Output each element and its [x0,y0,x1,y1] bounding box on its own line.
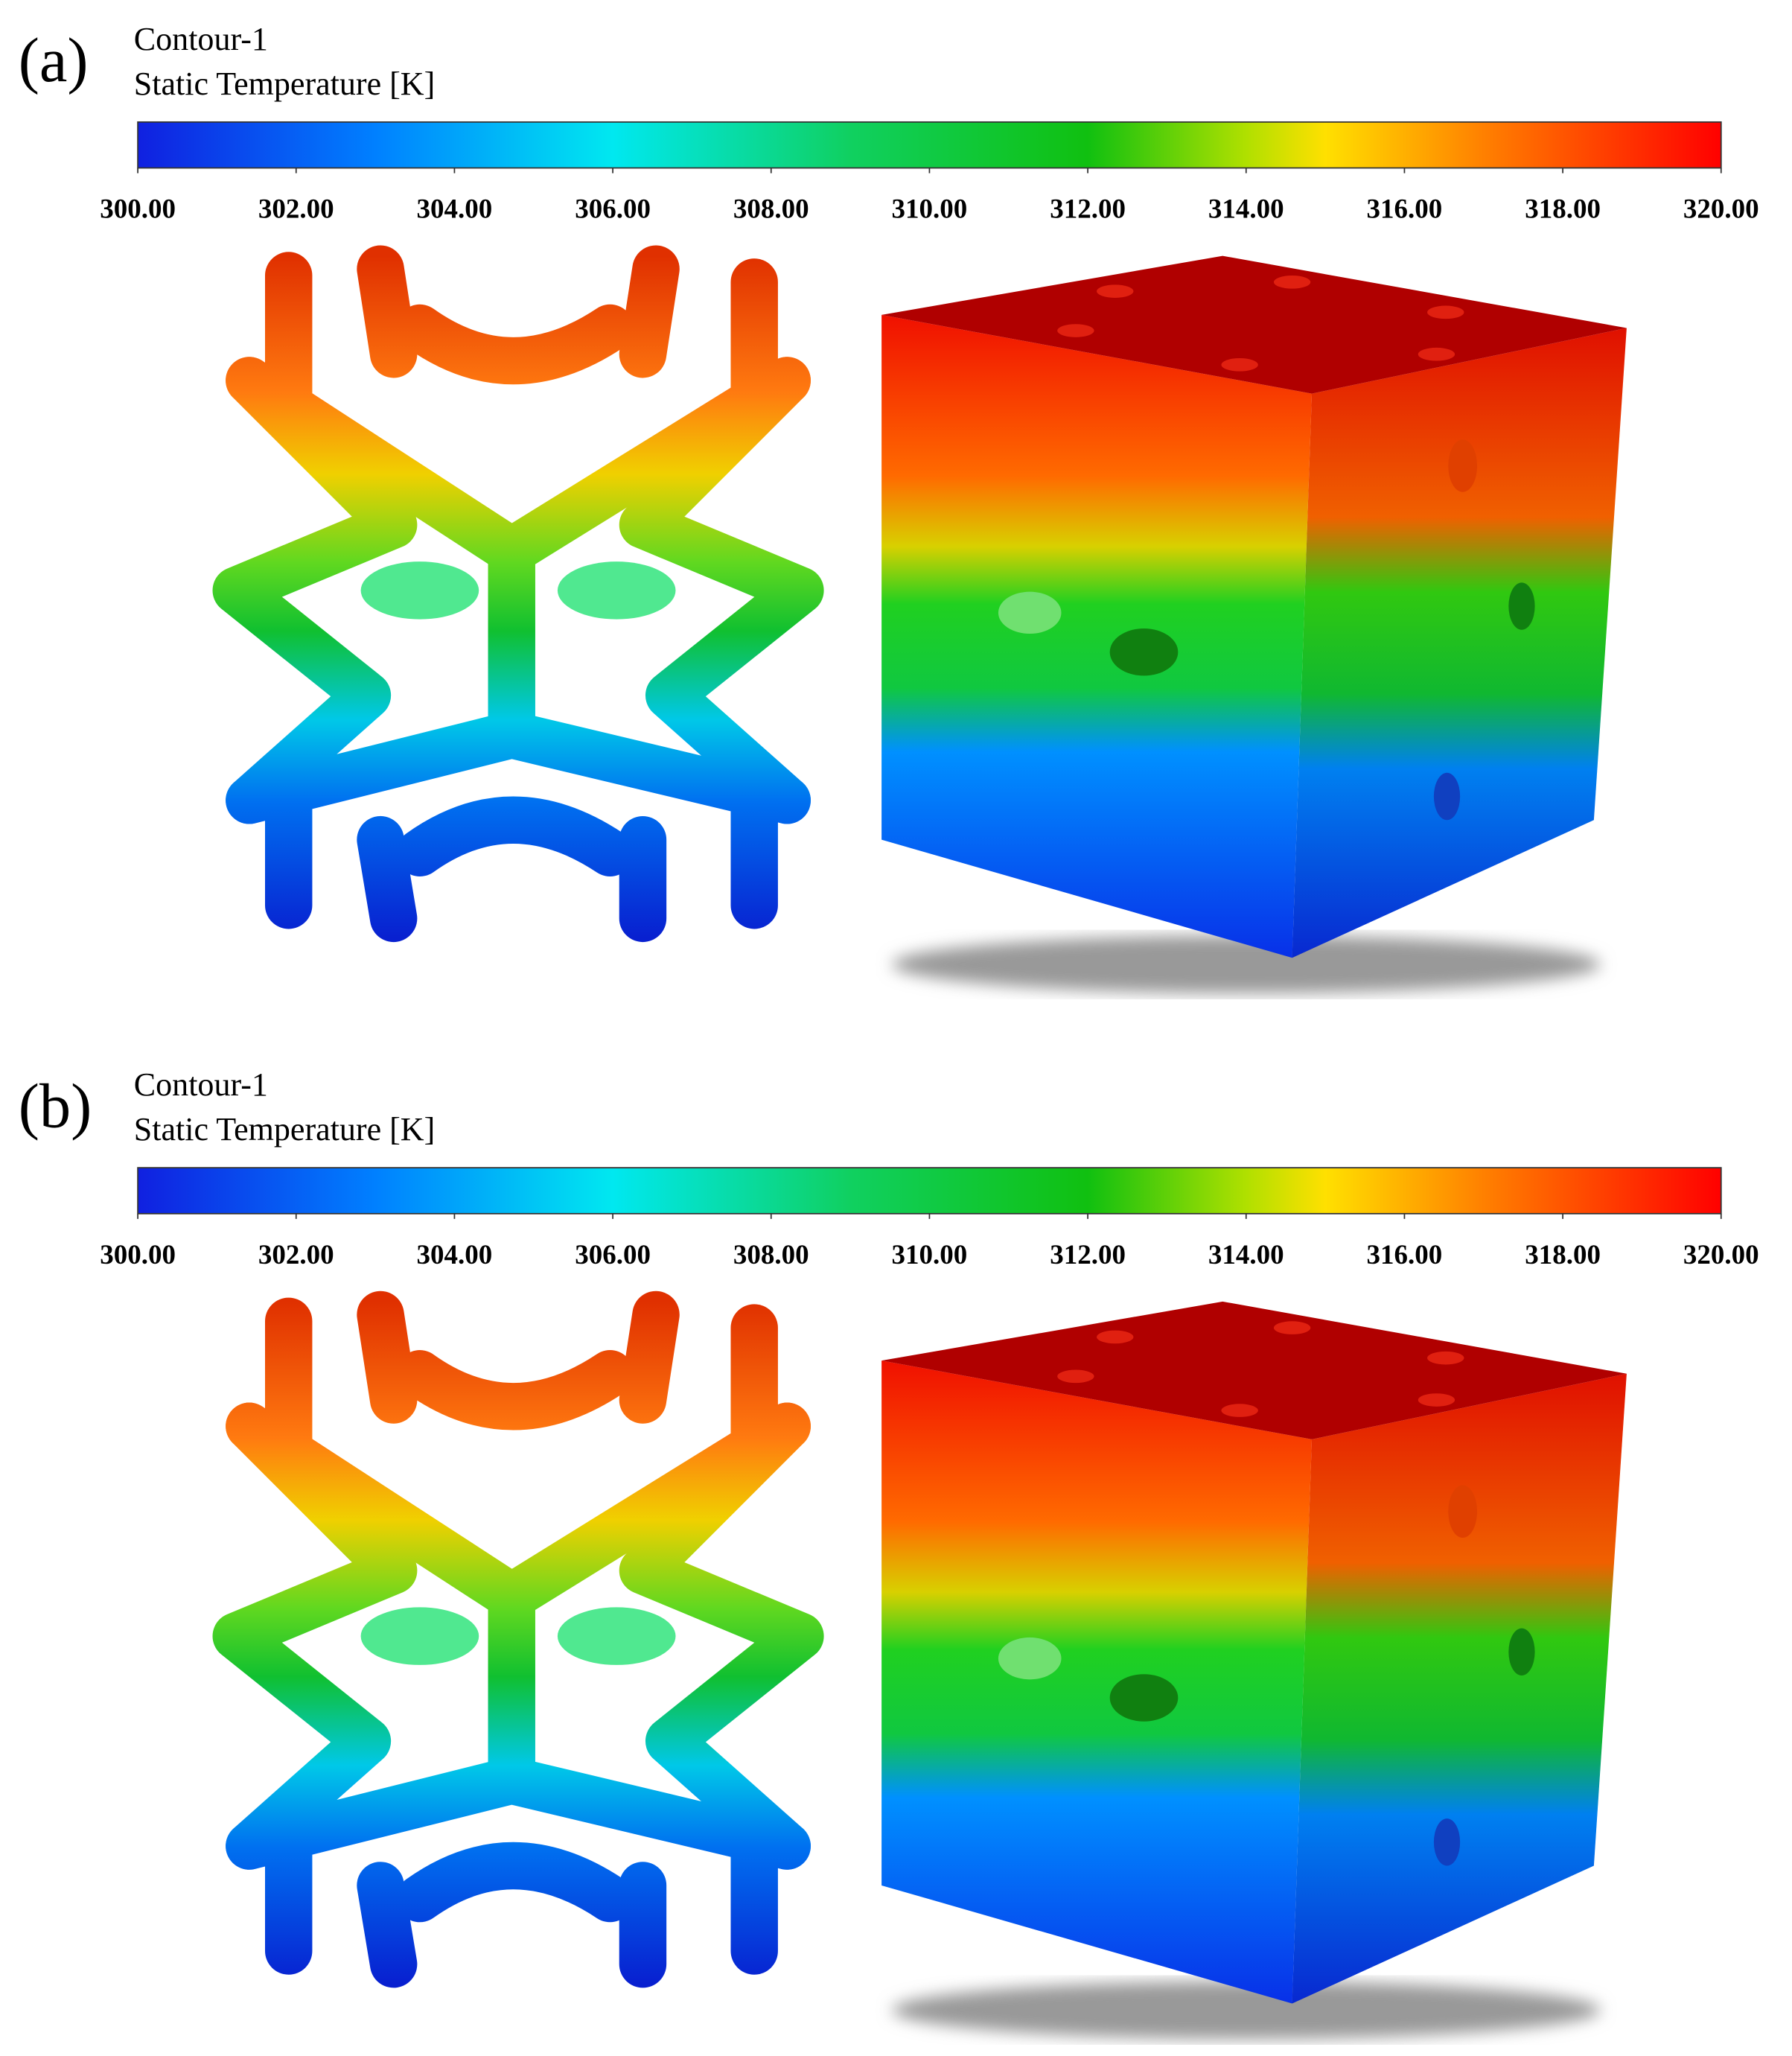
rendering [236,256,1627,993]
contour-name: Contour-1 [134,21,268,57]
colorbar [137,121,1722,169]
colorbar-tick-label: 300.00 [100,1240,176,1270]
colorbar-tick-label: 312.00 [1050,1240,1126,1270]
rendering [236,1302,1627,2039]
colorbar-tick-label: 316.00 [1367,194,1443,224]
colorbar-tick-label: 306.00 [575,1240,651,1270]
colorbar-tick-label: 302.00 [258,1240,334,1270]
colorbar-tick-label: 304.00 [417,1240,493,1270]
panel-label: (b) [19,1072,92,1142]
colorbar-tick-label: 314.00 [1208,1240,1284,1270]
variable-name: Static Temperature [K] [134,66,435,102]
panel: (b) Contour-1 Static Temperature [K] 300.00… [19,1066,1759,2039]
colorbar-tick-label: 320.00 [1683,1240,1759,1270]
panel: (a) Contour-1 Static Temperature [K] 300.00… [19,21,1759,993]
colorbar-tick-label: 320.00 [1683,194,1759,224]
colorbar-tick-label: 314.00 [1208,194,1284,224]
contour-name: Contour-1 [134,1066,268,1103]
colorbar-tick-label: 310.00 [892,194,968,224]
colorbar-tick-label: 318.00 [1525,194,1601,224]
colorbar-tick-label: 302.00 [258,194,334,224]
colorbar-tick-label: 316.00 [1367,1240,1443,1270]
colorbar-tick-label: 318.00 [1525,1240,1601,1270]
colorbar-tick-label: 308.00 [733,1240,809,1270]
panel-label: (a) [19,26,89,95]
colorbar-tick-label: 310.00 [892,1240,968,1270]
colorbar [137,1167,1722,1215]
colorbar-tick-label: 304.00 [417,194,493,224]
colorbar-tick-label: 308.00 [733,194,809,224]
colorbar-tick-label: 306.00 [575,194,651,224]
variable-name: Static Temperature [K] [134,1111,435,1148]
colorbar-tick-label: 300.00 [100,194,176,224]
colorbar-tick-label: 312.00 [1050,194,1126,224]
